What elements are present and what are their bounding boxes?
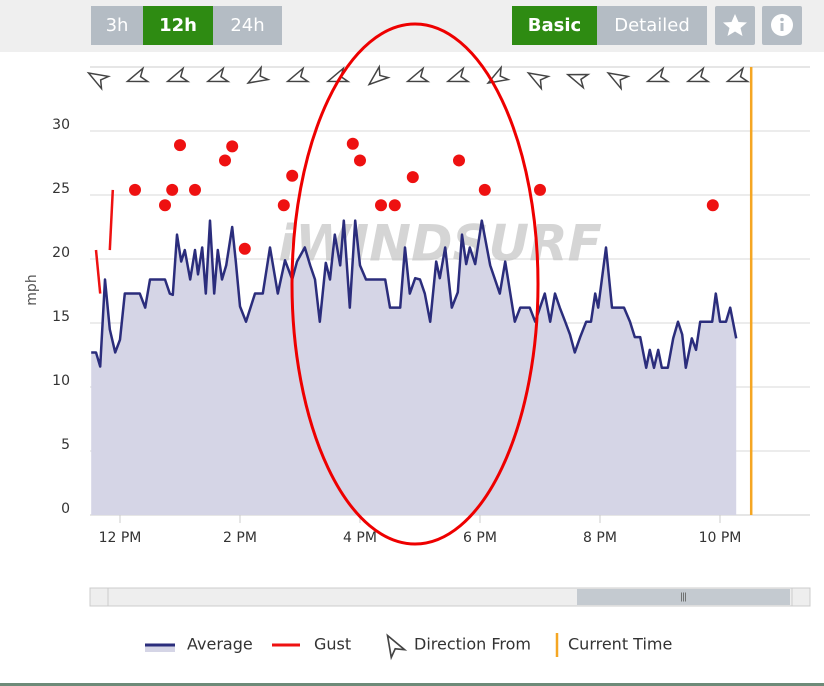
x-tick-label: 2 PM (223, 530, 257, 546)
direction-arrow (405, 66, 431, 83)
direction-arrow (445, 66, 471, 83)
legend-label: Direction From (414, 635, 531, 654)
y-tick-label: 5 (61, 437, 70, 453)
direction-arrow (526, 71, 551, 91)
gust-point (277, 199, 290, 212)
x-tick-label: 10 PM (699, 530, 742, 546)
scrollbar-thumb[interactable] (577, 589, 790, 605)
legend-direction-icon (386, 633, 408, 661)
gust-point (706, 199, 719, 212)
y-axis-label: mph (24, 274, 40, 305)
scroll-right-box (791, 587, 811, 607)
direction-arrow (205, 66, 231, 83)
direction-arrow (486, 65, 511, 85)
range-button[interactable] (143, 6, 213, 45)
gust-point (159, 199, 171, 212)
direction-arrow (606, 71, 631, 91)
gust-point (534, 183, 546, 196)
gust-point (166, 183, 179, 196)
direction-arrow (367, 64, 391, 86)
gust-point (226, 140, 239, 153)
gust-point (129, 183, 141, 196)
x-tick-label: 12 PM (99, 530, 142, 546)
legend-label: Average (187, 635, 253, 654)
range-label: 24h (230, 15, 264, 36)
y-tick-label: 20 (52, 245, 70, 261)
gust-point (478, 183, 491, 196)
bottom-border (0, 683, 824, 686)
x-tick-label: 8 PM (583, 530, 617, 546)
direction-arrow (246, 65, 271, 85)
gust-point (388, 199, 401, 212)
scrollbar-grip: ||| (680, 593, 686, 603)
gust-point (375, 199, 387, 212)
direction-arrow (285, 66, 311, 83)
annotation-ellipse (290, 22, 540, 546)
y-tick-label: 30 (52, 117, 70, 133)
y-tick-label: 25 (52, 181, 70, 197)
legend-average-fill (145, 645, 175, 652)
y-tick-label: 15 (52, 309, 70, 325)
legend-label: Gust (314, 635, 351, 654)
gust-point (406, 171, 419, 184)
direction-arrow (725, 66, 751, 83)
direction-arrow (645, 66, 671, 83)
gust-line (94, 249, 102, 294)
range-label: 3h (106, 15, 129, 36)
range-button[interactable] (213, 6, 282, 45)
direction-arrow (165, 66, 191, 83)
legend-label: Current Time (568, 635, 672, 654)
range-button[interactable] (91, 6, 143, 45)
y-tick-label: 0 (61, 501, 70, 517)
gust-point (286, 169, 299, 182)
view-button[interactable] (597, 6, 707, 45)
range-label: 12h (159, 15, 197, 36)
direction-arrow (565, 73, 591, 90)
average-line (91, 219, 738, 370)
view-button[interactable] (512, 6, 597, 45)
gust-point (219, 154, 231, 167)
x-tick-label: 6 PM (463, 530, 497, 546)
view-label: Detailed (614, 15, 690, 36)
info-button[interactable] (762, 6, 802, 45)
view-label: Basic (528, 15, 581, 36)
gust-point (238, 242, 251, 255)
gust-point (189, 183, 201, 196)
scroll-left-box (89, 587, 109, 607)
gust-point (346, 137, 359, 150)
gust-point (453, 154, 465, 167)
gust-line (108, 189, 115, 251)
direction-arrow (685, 66, 711, 83)
direction-arrow (125, 66, 151, 83)
gust-point (174, 139, 186, 152)
y-tick-label: 10 (52, 373, 70, 389)
star-button[interactable] (715, 6, 755, 45)
gust-point (354, 154, 366, 167)
x-tick-label: 4 PM (343, 530, 377, 546)
direction-arrow (86, 71, 112, 91)
average-area (91, 220, 737, 515)
